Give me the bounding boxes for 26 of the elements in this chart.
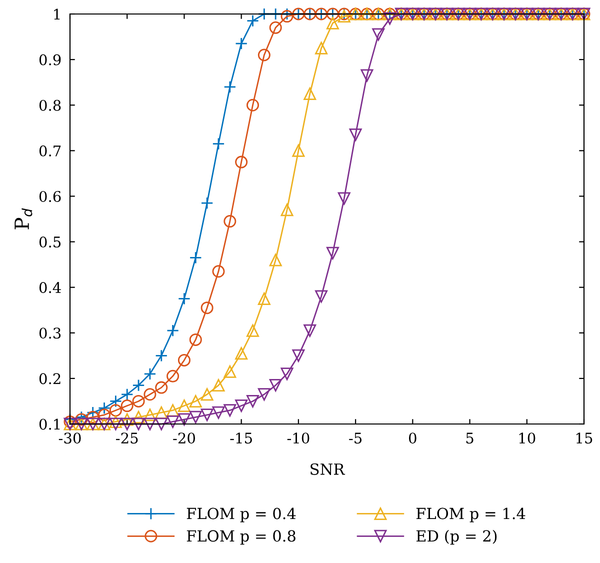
x-axis-title: SNR <box>310 463 346 475</box>
x-tick-label: -30 <box>58 432 81 444</box>
legend-label: ED (p = 2) <box>416 530 497 545</box>
x-tick-label: -5 <box>349 432 362 444</box>
y-tick-label: 0.5 <box>39 236 61 248</box>
y-tick-label: 0.6 <box>39 190 61 202</box>
x-tick-label: 15 <box>576 432 592 444</box>
y-axis-title: P$_{d}$ <box>14 208 32 230</box>
y-tick-label: 0.3 <box>39 328 61 339</box>
x-tick-label: 5 <box>466 432 474 444</box>
y-tick-label: 0.7 <box>39 145 61 156</box>
x-tick-label: 10 <box>519 432 536 444</box>
legend-label: FLOM p = 0.8 <box>186 530 296 545</box>
legend-label: FLOM p = 0.4 <box>186 508 296 522</box>
y-tick-label: 0.2 <box>39 373 60 384</box>
y-tick-label: 0.9 <box>39 54 61 66</box>
x-tick-label: -25 <box>116 432 138 444</box>
y-tick-label: 1 <box>54 8 60 20</box>
y-tick-label: 0.8 <box>39 100 61 111</box>
y-tick-label: 0.4 <box>39 282 61 294</box>
x-tick-label: -20 <box>173 432 195 444</box>
x-tick-label: 0 <box>408 432 416 444</box>
x-tick-label: -15 <box>230 432 252 444</box>
x-tick-label: -10 <box>287 432 310 444</box>
legend-label: FLOM p = 1.4 <box>416 508 526 522</box>
y-tick-label: 0.1 <box>39 418 60 430</box>
